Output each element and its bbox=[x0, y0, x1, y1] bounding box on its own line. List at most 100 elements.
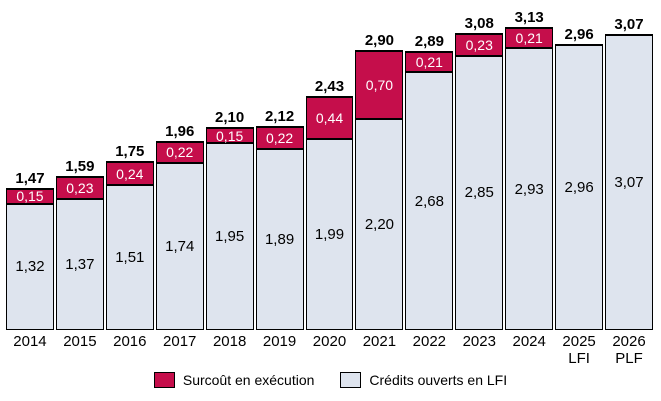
bar-column: 2,89 0,21 2,68 bbox=[405, 34, 454, 330]
x-axis-sublabel: LFI bbox=[568, 350, 590, 368]
bar-total-label: 1,96 bbox=[165, 122, 195, 140]
x-axis-label: 2015 bbox=[56, 333, 104, 368]
legend-label: Surcoût en exécution bbox=[182, 372, 315, 388]
x-axis-year: 2018 bbox=[212, 333, 247, 350]
bar-segment-surcout: 0,24 bbox=[105, 161, 154, 185]
x-axis-year: 2017 bbox=[163, 333, 197, 350]
bar-2025: 2,96 2,96 bbox=[555, 27, 604, 330]
bar-column: 2,43 0,44 1,99 bbox=[305, 79, 354, 330]
bar-segment-credits: 1,99 bbox=[305, 137, 354, 330]
bar-column: 1,96 0,22 1,74 bbox=[155, 124, 204, 330]
bar-total-label: 1,75 bbox=[115, 143, 145, 161]
segment-value-label: 0,21 bbox=[515, 30, 543, 47]
bar-column: 3,13 0,21 2,93 bbox=[505, 10, 554, 330]
segment-value-label: 1,74 bbox=[165, 238, 195, 256]
bar-total-label: 2,96 bbox=[564, 26, 594, 44]
bar-total-label: 3,08 bbox=[464, 14, 494, 32]
bar-column: 2,12 0,22 1,89 bbox=[255, 109, 304, 330]
bar-segment-surcout: 0,70 bbox=[355, 50, 404, 118]
bar-2024: 3,13 0,21 2,93 bbox=[505, 10, 554, 330]
x-axis-label: 2018 bbox=[206, 333, 254, 368]
x-axis-year: 2021 bbox=[362, 333, 397, 350]
bar-segment-credits: 1,95 bbox=[205, 141, 254, 330]
x-axis-label: 2016 bbox=[106, 333, 154, 368]
x-axis-label: 2017 bbox=[156, 333, 204, 368]
legend-swatch bbox=[153, 372, 175, 388]
legend-item: Surcoût en exécution bbox=[153, 372, 315, 388]
x-axis: 2014 2015 2016 2017 2018 2019 2020 2021 2022 2023… bbox=[6, 333, 653, 368]
bar-segment-surcout: 0,44 bbox=[305, 95, 354, 138]
bar-segment-credits: 1,32 bbox=[6, 202, 54, 330]
segment-value-label: 0,23 bbox=[465, 36, 493, 53]
x-axis-year: 2022 bbox=[412, 333, 447, 350]
bar-segment-surcout: 0,15 bbox=[6, 188, 54, 203]
bar-segment-credits: 2,85 bbox=[455, 54, 504, 330]
x-axis-year: 2026 bbox=[612, 333, 646, 350]
segment-value-label: 1,32 bbox=[15, 258, 45, 276]
bar-total-label: 3,13 bbox=[514, 9, 544, 27]
x-axis-year: 2024 bbox=[512, 333, 546, 350]
plot-area: 1,47 0,15 1,32 1,59 0,23 1,37 1,75 0,24 1,51 1,96… bbox=[6, 0, 653, 330]
segment-value-label: 0,24 bbox=[116, 165, 144, 182]
legend-swatch bbox=[340, 372, 362, 388]
segment-value-label: 0,70 bbox=[365, 76, 394, 93]
bar-total-label: 2,12 bbox=[264, 108, 295, 126]
bar-segment-surcout: 0,21 bbox=[405, 51, 454, 72]
segment-value-label: 1,51 bbox=[115, 249, 145, 267]
x-axis-label: 2022 bbox=[405, 333, 453, 368]
bar-2017: 1,96 0,22 1,74 bbox=[155, 124, 204, 330]
bar-total-label: 2,43 bbox=[314, 77, 345, 95]
segment-value-label: 1,99 bbox=[314, 225, 345, 243]
bar-2021: 2,90 0,70 2,20 bbox=[355, 33, 404, 330]
bar-2015: 1,59 0,23 1,37 bbox=[55, 159, 104, 330]
segment-value-label: 2,85 bbox=[464, 184, 494, 202]
segment-value-label: 1,95 bbox=[215, 227, 245, 245]
segment-value-label: 2,93 bbox=[514, 180, 544, 198]
segment-value-label: 0,23 bbox=[66, 179, 94, 196]
x-axis-year: 2025 bbox=[562, 333, 596, 350]
bar-2023: 3,08 0,23 2,85 bbox=[455, 16, 504, 330]
bar-segment-credits: 1,37 bbox=[55, 197, 104, 330]
bar-column: 2,96 2,96 bbox=[555, 27, 604, 330]
bar-total-label: 1,47 bbox=[15, 170, 45, 188]
bar-total-label: 2,89 bbox=[414, 33, 444, 51]
x-axis-label: 2014 bbox=[6, 333, 54, 368]
bar-column: 1,59 0,23 1,37 bbox=[55, 159, 104, 330]
bar-segment-credits: 1,74 bbox=[155, 162, 204, 330]
bar-segment-surcout: 0,22 bbox=[155, 140, 204, 163]
x-axis-label: 2025 LFI bbox=[555, 333, 603, 368]
bar-total-label: 1,59 bbox=[65, 157, 95, 175]
bar-2026: 3,07 3,07 bbox=[605, 17, 653, 330]
legend-item: Crédits ouverts en LFI bbox=[340, 372, 507, 388]
bar-2022: 2,89 0,21 2,68 bbox=[405, 34, 454, 330]
segment-value-label: 1,89 bbox=[264, 230, 295, 248]
bar-2020: 2,43 0,44 1,99 bbox=[305, 79, 354, 330]
bar-segment-credits: 2,96 bbox=[555, 44, 604, 330]
x-axis-year: 2015 bbox=[63, 333, 97, 350]
segment-value-label: 0,22 bbox=[265, 130, 294, 147]
bar-segment-surcout: 0,23 bbox=[455, 32, 504, 55]
x-axis-label: 2021 bbox=[355, 333, 403, 368]
x-axis-year: 2023 bbox=[462, 333, 496, 350]
segment-value-label: 0,44 bbox=[315, 109, 344, 126]
x-axis-year: 2014 bbox=[13, 333, 47, 350]
bar-column: 1,75 0,24 1,51 bbox=[105, 144, 154, 330]
x-axis-label: 2019 bbox=[256, 333, 304, 368]
segment-value-label: 2,68 bbox=[414, 192, 444, 210]
bar-segment-credits: 2,68 bbox=[405, 71, 454, 330]
segment-value-label: 0,15 bbox=[216, 127, 244, 144]
x-axis-label: 2026 PLF bbox=[605, 333, 653, 368]
x-axis-year: 2019 bbox=[262, 333, 297, 350]
bar-segment-credits: 3,07 bbox=[605, 33, 653, 330]
bar-2016: 1,75 0,24 1,51 bbox=[105, 144, 154, 330]
x-axis-label: 2024 bbox=[505, 333, 553, 368]
bar-segment-surcout: 0,23 bbox=[55, 175, 104, 198]
segment-value-label: 3,07 bbox=[614, 173, 644, 191]
bar-total-label: 2,90 bbox=[364, 32, 395, 50]
bar-total-label: 3,07 bbox=[614, 15, 644, 33]
bar-segment-surcout: 0,15 bbox=[205, 127, 254, 144]
x-axis-year: 2016 bbox=[113, 333, 147, 350]
segment-value-label: 0,22 bbox=[166, 144, 194, 161]
x-axis-sublabel: PLF bbox=[615, 350, 643, 368]
